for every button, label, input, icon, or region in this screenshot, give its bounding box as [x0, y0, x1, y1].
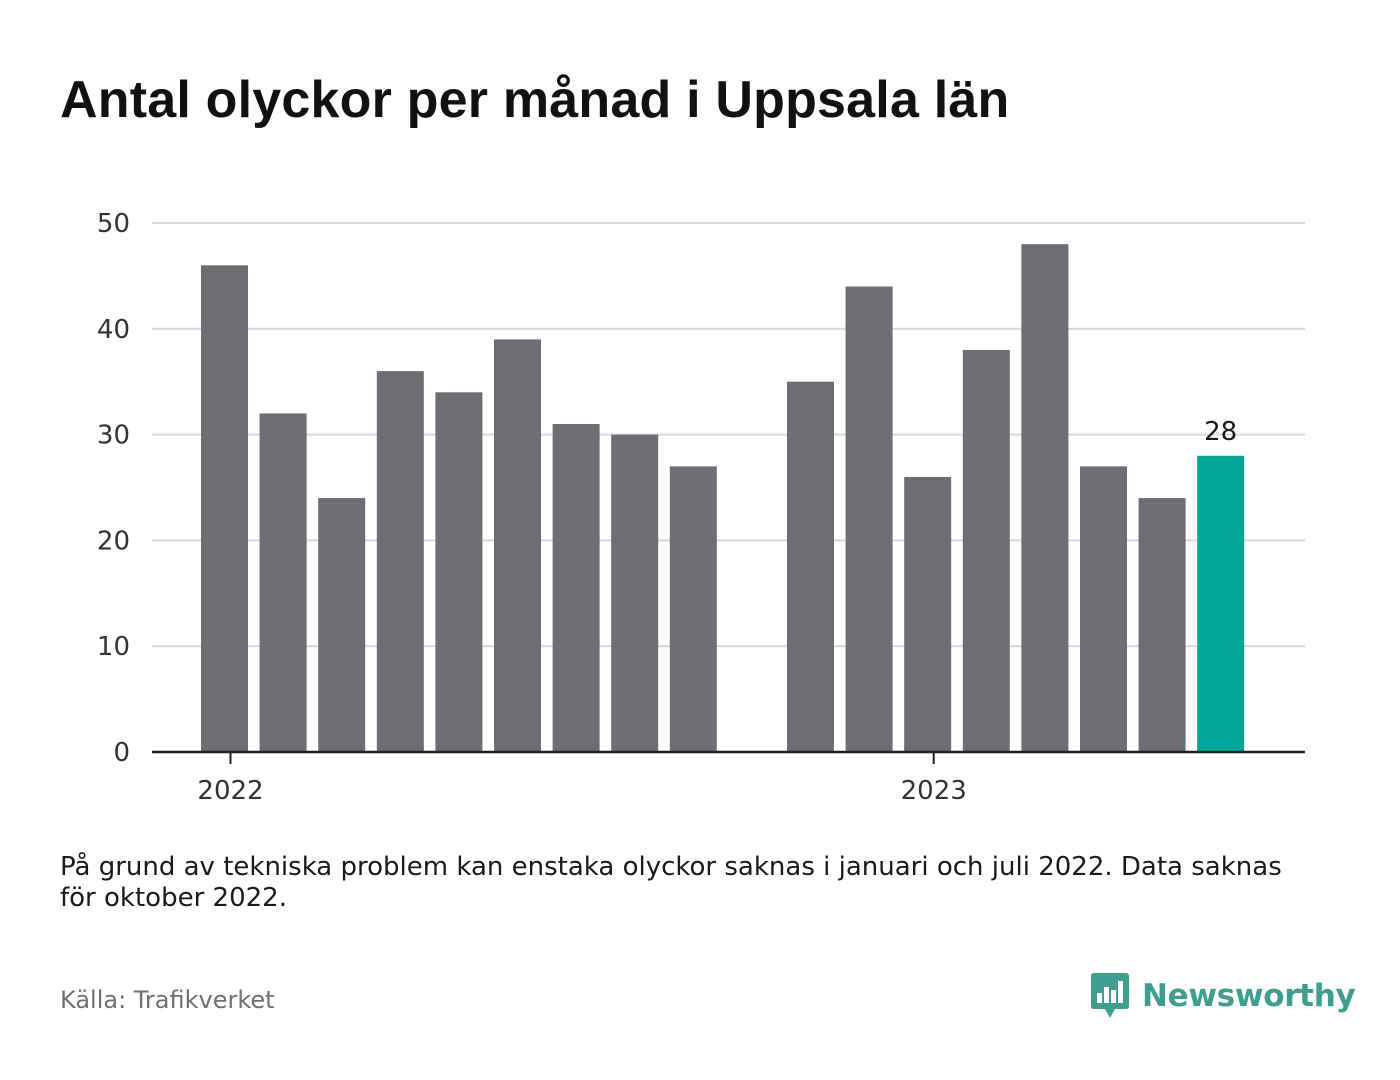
bar	[318, 498, 366, 752]
bar	[259, 413, 307, 752]
bar	[376, 371, 424, 752]
bar-chart-speech-bubble-icon	[1091, 973, 1129, 1018]
chart-title: Antal olyckor per månad i Uppsala län	[60, 71, 1010, 129]
bar	[552, 424, 600, 752]
y-tick-label: 20	[97, 526, 130, 556]
y-tick-label: 10	[97, 632, 130, 662]
x-tick-label: 2022	[197, 776, 263, 806]
bar	[494, 339, 541, 752]
bar	[787, 381, 834, 752]
bar	[435, 392, 483, 752]
y-tick-label: 0	[113, 738, 130, 768]
bar	[669, 466, 717, 752]
data-label: 28	[1204, 417, 1237, 447]
bar	[1080, 466, 1127, 752]
brand-name: Newsworthy	[1142, 978, 1356, 1014]
bar	[1138, 498, 1186, 752]
source-label: Källa: Trafikverket	[60, 986, 275, 1014]
bar	[611, 434, 659, 752]
bar	[201, 265, 248, 752]
bar	[1021, 244, 1069, 752]
y-tick-label: 40	[97, 315, 130, 345]
bar	[845, 286, 893, 752]
x-tick-label: 2023	[901, 776, 967, 806]
chart-note: På grund av tekniska problem kan enstaka…	[60, 852, 1282, 913]
y-tick-label: 30	[97, 421, 130, 451]
y-tick-label: 50	[97, 209, 130, 239]
newsworthy-logo: Newsworthy	[1090, 970, 1356, 1022]
bar	[1197, 455, 1245, 752]
bar	[962, 349, 1010, 752]
bar	[904, 476, 952, 752]
bar-chart: 0 10 20 30 40 50 28 2022 2023	[97, 209, 1305, 806]
